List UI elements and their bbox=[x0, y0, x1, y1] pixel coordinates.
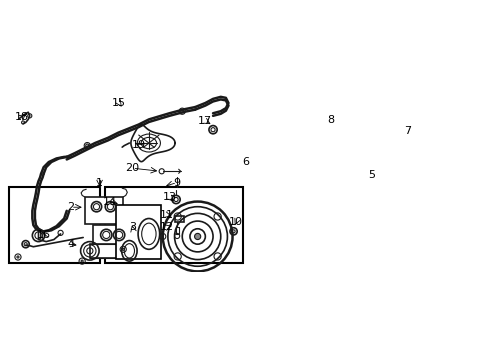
Text: 13: 13 bbox=[162, 192, 176, 202]
Text: 3: 3 bbox=[129, 222, 136, 232]
Text: 10: 10 bbox=[229, 217, 243, 227]
Text: 14: 14 bbox=[103, 197, 117, 207]
Text: 19: 19 bbox=[131, 140, 145, 150]
Text: 2: 2 bbox=[67, 202, 74, 212]
Bar bbox=[115, 204, 161, 258]
Bar bbox=[9, 187, 100, 263]
Text: 18: 18 bbox=[15, 112, 29, 122]
Text: 7: 7 bbox=[404, 126, 411, 136]
Text: 12: 12 bbox=[160, 222, 174, 232]
Text: 17: 17 bbox=[198, 116, 212, 126]
Text: 15: 15 bbox=[112, 98, 126, 108]
Bar bbox=[379, 147, 390, 154]
Text: 9: 9 bbox=[173, 177, 180, 188]
Text: 20: 20 bbox=[125, 163, 139, 173]
Text: 8: 8 bbox=[327, 115, 334, 125]
Bar bbox=[174, 216, 183, 222]
Text: 4: 4 bbox=[67, 239, 74, 249]
Bar bbox=[338, 147, 387, 176]
Bar bbox=[84, 197, 123, 224]
Text: 1: 1 bbox=[96, 177, 103, 188]
Bar bbox=[379, 136, 390, 144]
Bar bbox=[90, 244, 121, 257]
Text: 5: 5 bbox=[367, 170, 374, 180]
Text: 11: 11 bbox=[160, 210, 174, 220]
Circle shape bbox=[194, 233, 200, 239]
Bar bbox=[105, 187, 243, 263]
Text: 16: 16 bbox=[37, 230, 51, 240]
Text: 6: 6 bbox=[242, 157, 248, 167]
Bar bbox=[93, 225, 132, 245]
